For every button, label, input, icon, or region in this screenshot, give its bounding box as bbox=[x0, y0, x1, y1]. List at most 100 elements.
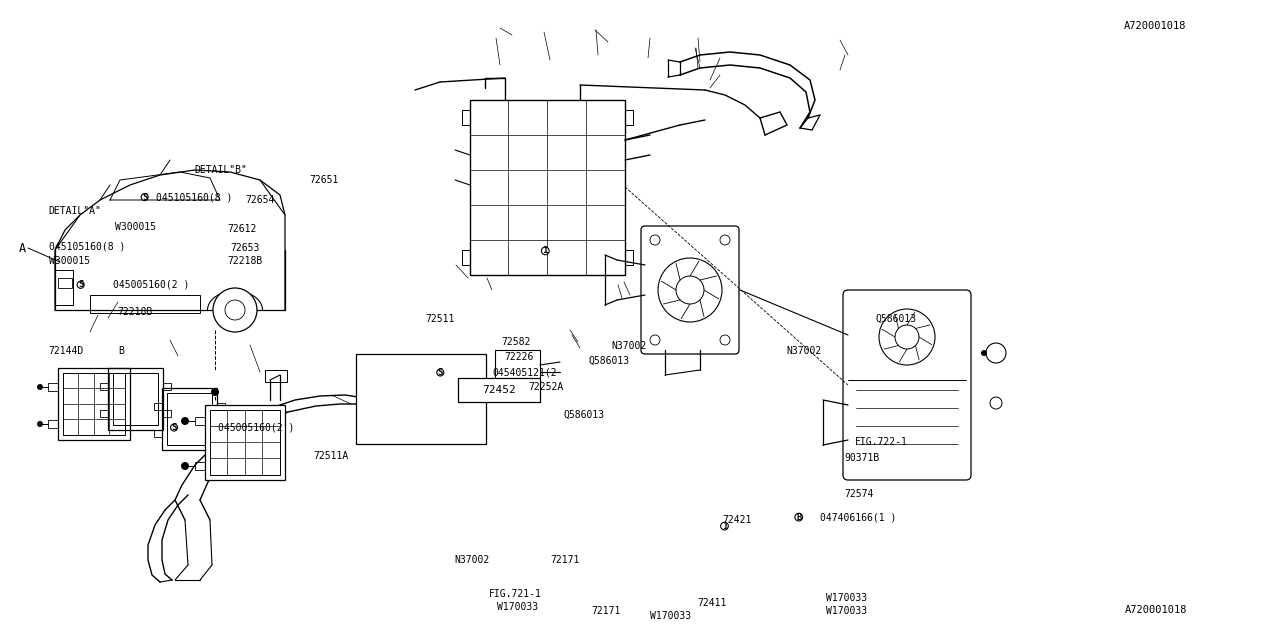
Bar bbox=[163, 388, 218, 450]
Text: 045105160(8 ): 045105160(8 ) bbox=[49, 241, 125, 252]
Text: FIG.722-1: FIG.722-1 bbox=[855, 436, 908, 447]
Text: 72421: 72421 bbox=[722, 515, 751, 525]
Text: W300015: W300015 bbox=[49, 256, 90, 266]
Bar bbox=[356, 354, 486, 444]
Circle shape bbox=[436, 369, 444, 376]
Text: W170033: W170033 bbox=[826, 606, 867, 616]
Bar bbox=[625, 250, 634, 265]
Bar bbox=[100, 410, 108, 417]
Bar bbox=[166, 393, 212, 445]
Text: 72218B: 72218B bbox=[118, 307, 154, 317]
Bar bbox=[113, 373, 157, 425]
Text: 72654: 72654 bbox=[246, 195, 275, 205]
Circle shape bbox=[180, 417, 189, 425]
Text: 72653: 72653 bbox=[230, 243, 260, 253]
Text: 72226: 72226 bbox=[504, 352, 534, 362]
Text: N37002: N37002 bbox=[612, 340, 648, 351]
Bar bbox=[163, 410, 172, 417]
Circle shape bbox=[37, 421, 44, 427]
Text: 72511A: 72511A bbox=[314, 451, 349, 461]
Text: 045005160(2 ): 045005160(2 ) bbox=[113, 280, 189, 290]
Text: 72612: 72612 bbox=[228, 224, 257, 234]
Text: DETAIL"A": DETAIL"A" bbox=[49, 206, 101, 216]
Text: A: A bbox=[18, 241, 26, 255]
Circle shape bbox=[541, 247, 549, 255]
Text: W300015: W300015 bbox=[115, 222, 156, 232]
Circle shape bbox=[721, 522, 728, 530]
Bar bbox=[205, 405, 285, 480]
Circle shape bbox=[180, 462, 189, 470]
Bar bbox=[210, 410, 280, 475]
Circle shape bbox=[77, 282, 84, 288]
Text: S: S bbox=[438, 368, 443, 377]
Text: 045005160(2 ): 045005160(2 ) bbox=[218, 422, 294, 433]
Circle shape bbox=[211, 388, 219, 396]
Bar bbox=[218, 430, 225, 437]
Text: Q586013: Q586013 bbox=[876, 314, 916, 324]
Text: 72144D: 72144D bbox=[49, 346, 84, 356]
Text: 047406166(1 ): 047406166(1 ) bbox=[820, 512, 897, 522]
Bar bbox=[462, 110, 470, 125]
Text: 90371B: 90371B bbox=[845, 452, 881, 463]
Text: 72651: 72651 bbox=[310, 175, 339, 186]
Bar bbox=[90, 295, 200, 313]
Circle shape bbox=[170, 424, 178, 431]
Text: Q586013: Q586013 bbox=[589, 356, 630, 366]
Bar bbox=[49, 383, 58, 391]
Text: 045405121(2: 045405121(2 bbox=[493, 367, 557, 378]
Bar bbox=[63, 373, 125, 435]
Circle shape bbox=[980, 350, 987, 356]
Text: 72574: 72574 bbox=[845, 489, 874, 499]
Text: 72411: 72411 bbox=[698, 598, 727, 608]
Text: N37002: N37002 bbox=[454, 555, 490, 565]
Circle shape bbox=[212, 288, 257, 332]
Text: W170033: W170033 bbox=[826, 593, 867, 604]
Text: A720001018: A720001018 bbox=[1125, 605, 1188, 615]
Bar bbox=[58, 278, 72, 288]
Bar bbox=[108, 368, 163, 430]
Text: 72171: 72171 bbox=[591, 606, 621, 616]
Circle shape bbox=[141, 194, 148, 201]
Text: 045105160(8 ): 045105160(8 ) bbox=[156, 192, 233, 202]
Bar bbox=[195, 462, 205, 470]
FancyBboxPatch shape bbox=[641, 226, 739, 354]
Text: S: S bbox=[172, 423, 177, 432]
Bar bbox=[462, 250, 470, 265]
Bar bbox=[154, 403, 163, 410]
Bar bbox=[163, 383, 172, 390]
Text: A720001018: A720001018 bbox=[1124, 20, 1187, 31]
Bar bbox=[154, 430, 163, 437]
Bar bbox=[625, 110, 634, 125]
Text: S: S bbox=[78, 280, 83, 289]
Text: 72171: 72171 bbox=[550, 555, 580, 565]
Circle shape bbox=[37, 384, 44, 390]
Text: 72582: 72582 bbox=[502, 337, 531, 347]
Bar bbox=[100, 383, 108, 390]
Bar bbox=[458, 378, 540, 402]
Text: 72252A: 72252A bbox=[529, 381, 564, 392]
Text: W170033: W170033 bbox=[650, 611, 691, 621]
FancyBboxPatch shape bbox=[844, 290, 972, 480]
Text: 1: 1 bbox=[543, 246, 548, 255]
Bar bbox=[265, 370, 287, 382]
Text: 72452: 72452 bbox=[483, 385, 516, 395]
Bar bbox=[49, 420, 58, 428]
Text: S: S bbox=[142, 193, 147, 202]
Text: DETAIL"B": DETAIL"B" bbox=[195, 164, 247, 175]
Bar bbox=[195, 417, 205, 425]
Bar bbox=[58, 368, 131, 440]
Text: FIG.721-1: FIG.721-1 bbox=[489, 589, 541, 599]
Text: 72511: 72511 bbox=[425, 314, 454, 324]
Bar bbox=[470, 100, 625, 275]
Bar bbox=[55, 270, 73, 305]
Text: W170033: W170033 bbox=[497, 602, 538, 612]
Circle shape bbox=[795, 513, 803, 521]
Bar bbox=[218, 403, 225, 410]
Text: B: B bbox=[796, 513, 801, 522]
Text: B: B bbox=[118, 346, 124, 356]
Bar bbox=[495, 350, 540, 385]
Text: 72218B: 72218B bbox=[228, 256, 264, 266]
Text: Q586013: Q586013 bbox=[563, 410, 604, 420]
Text: 1: 1 bbox=[722, 522, 727, 531]
Text: N37002: N37002 bbox=[786, 346, 822, 356]
